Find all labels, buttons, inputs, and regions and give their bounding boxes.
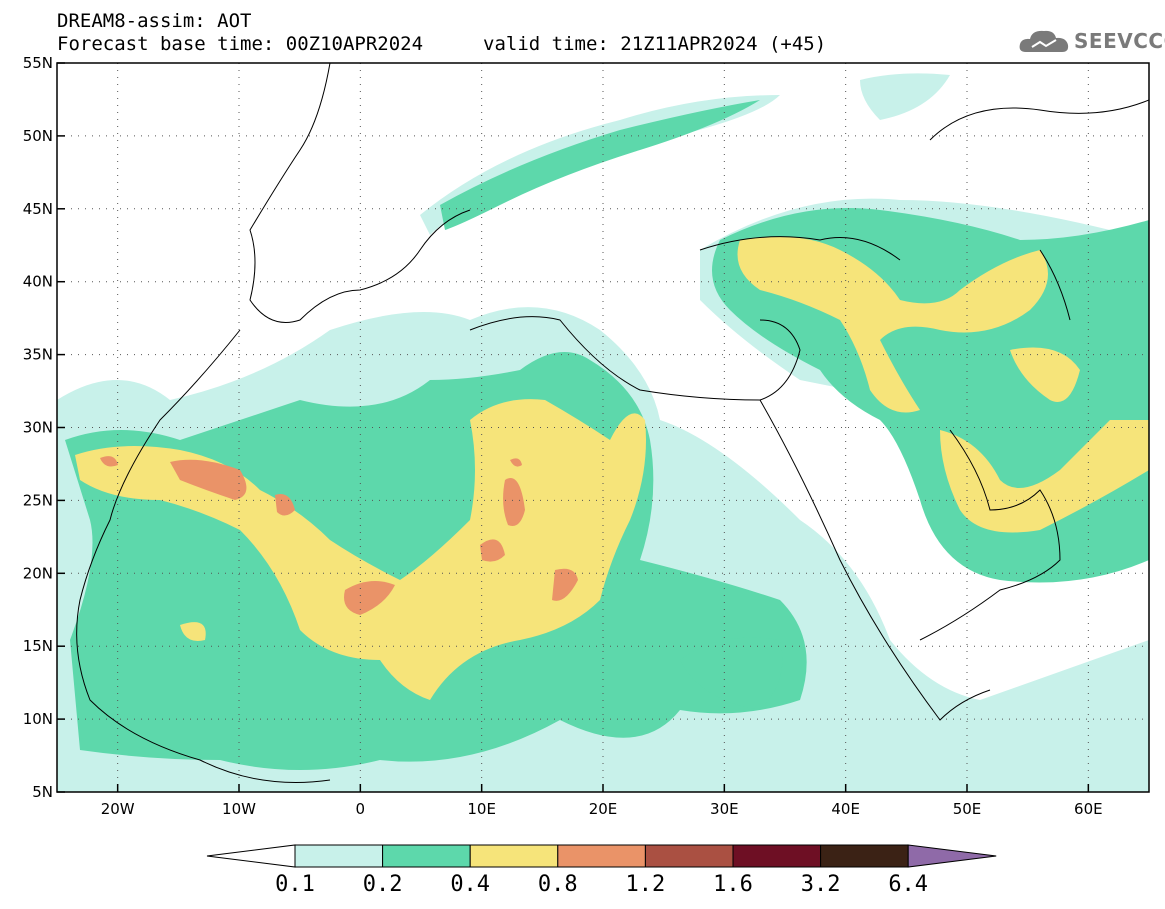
lon-tick-label: 10W <box>222 800 256 818</box>
seevccc-logo: SEEVCCC <box>1018 26 1165 56</box>
aot-level-0.8 <box>100 456 578 615</box>
colorbar-label: 0.8 <box>538 872 578 897</box>
valid-time: valid time: 21Z11APR2024 (+45) <box>483 33 827 55</box>
lat-tick-label: 50N <box>23 127 53 145</box>
lat-tick-label: 25N <box>23 491 53 509</box>
colorbar-swatch <box>644 844 734 868</box>
colorbar-label: 1.6 <box>713 872 753 897</box>
forecast-base-time: Forecast base time: 00Z10APR2024 <box>57 33 424 55</box>
lon-tick-label: 20W <box>101 800 135 818</box>
lat-tick-label: 55N <box>23 54 53 72</box>
lat-tick-label: 15N <box>23 637 53 655</box>
colorbar-label: 1.2 <box>626 872 666 897</box>
cloud-icon <box>1019 30 1069 52</box>
colorbar: 0.1 0.2 0.4 0.8 1.2 1.6 3.2 6.4 <box>206 844 997 897</box>
lat-tick-label: 45N <box>23 200 53 218</box>
colorbar-swatch <box>382 844 471 868</box>
aot-field <box>57 63 1149 792</box>
colorbar-swatch <box>732 844 822 868</box>
colorbar-label: 3.2 <box>801 872 841 897</box>
colorbar-swatch <box>469 844 559 868</box>
lat-tick-label: 10N <box>23 710 53 728</box>
chart-title: DREAM8-assim: AOT <box>57 10 252 32</box>
lon-tick-label: 30E <box>710 800 739 818</box>
coastlines <box>76 63 1149 783</box>
colorbar-label: 0.2 <box>363 872 403 897</box>
lat-tick-label: 20N <box>23 564 53 582</box>
axis-ticks: 20W 10W 0 10E 20E 30E 40E 50E 60E 55N 50N 45N 40N 35N… <box>23 54 1103 818</box>
lat-tick-label: 5N <box>32 783 53 801</box>
lon-tick-label: 60E <box>1074 800 1103 818</box>
colorbar-label: 6.4 <box>888 872 928 897</box>
colorbar-low-arrow <box>206 844 296 868</box>
lon-tick-label: 50E <box>953 800 982 818</box>
colorbar-swatch <box>557 844 646 868</box>
colorbar-swatch <box>820 844 909 868</box>
lon-tick-label: 40E <box>831 800 860 818</box>
colorbar-label: 0.1 <box>275 872 315 897</box>
lat-tick-label: 40N <box>23 273 53 291</box>
lon-tick-label: 10E <box>467 800 496 818</box>
logo-text: SEEVCCC <box>1074 29 1165 53</box>
colorbar-label: 0.4 <box>450 872 490 897</box>
lat-tick-label: 30N <box>23 419 53 437</box>
lon-tick-label: 20E <box>589 800 618 818</box>
lat-tick-label: 35N <box>23 346 53 364</box>
colorbar-swatch <box>294 844 384 868</box>
lon-tick-label: 0 <box>356 800 366 818</box>
colorbar-high-arrow <box>907 844 997 868</box>
